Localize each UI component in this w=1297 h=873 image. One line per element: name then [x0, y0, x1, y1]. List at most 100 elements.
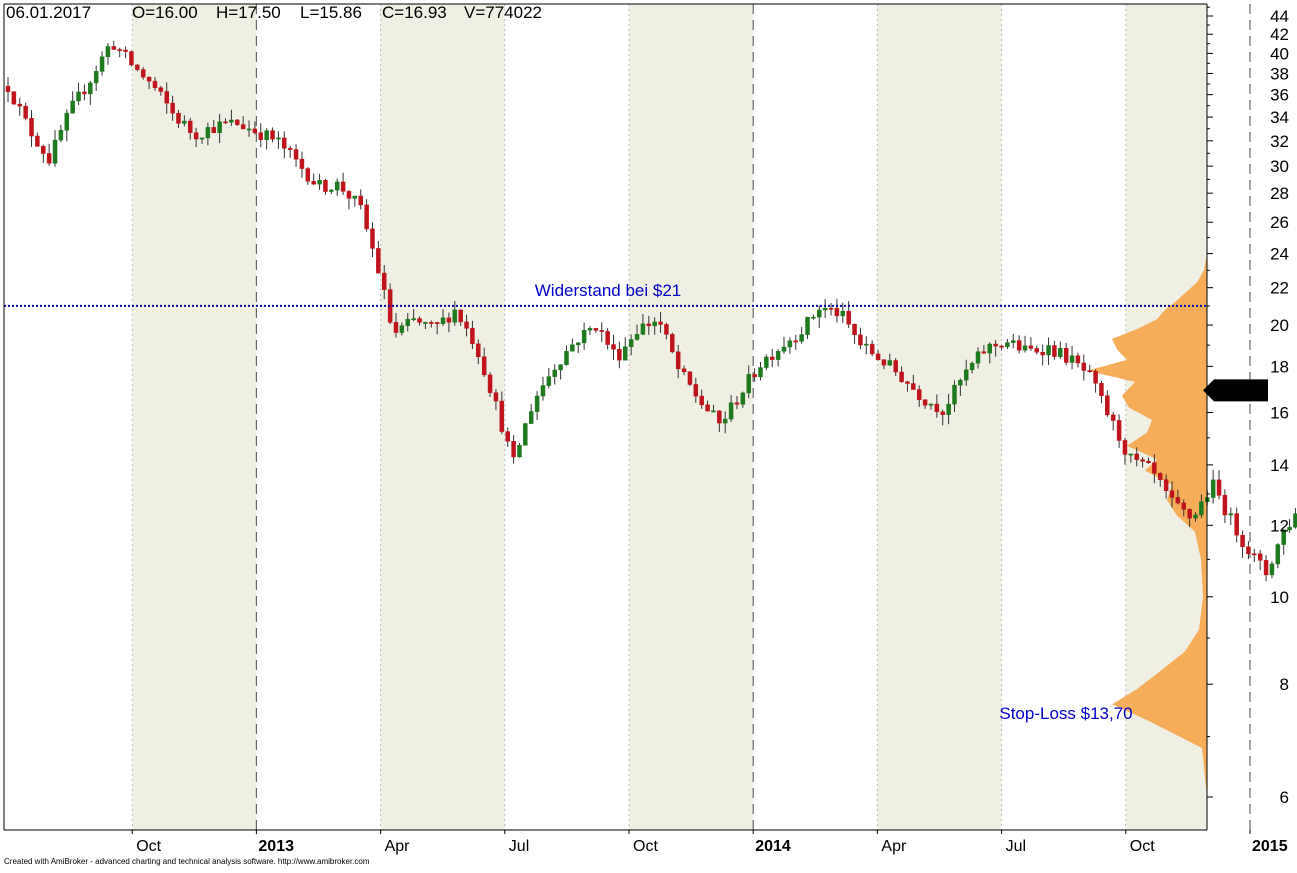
candle: [240, 116, 246, 130]
candle: [217, 113, 222, 144]
candle: [664, 322, 669, 340]
candle-up: [952, 384, 957, 405]
candle-up: [523, 423, 528, 446]
candle-up: [570, 344, 575, 352]
candle-down: [170, 102, 175, 114]
candle: [540, 376, 546, 401]
candle: [1075, 352, 1081, 368]
candle: [164, 82, 169, 114]
candle-down: [1252, 553, 1257, 556]
y-tick-label: 12: [1270, 516, 1289, 535]
candle: [358, 189, 363, 210]
candle: [211, 119, 217, 134]
candle-up: [1046, 345, 1051, 356]
candle: [493, 389, 499, 411]
candle: [881, 359, 887, 370]
candle: [5, 77, 11, 103]
candle-down: [193, 132, 199, 140]
y-tick-label: 36: [1270, 86, 1289, 105]
candle: [775, 349, 781, 367]
candle-down: [911, 383, 916, 390]
candle-up: [963, 369, 969, 381]
candle: [1087, 364, 1092, 374]
candle-up: [76, 91, 81, 102]
candle: [381, 265, 387, 300]
resistance-label: Widerstand bei $21: [535, 281, 681, 300]
candle-down: [1140, 459, 1145, 462]
candle: [840, 302, 846, 323]
candle-up: [317, 179, 322, 185]
candle-down: [123, 49, 128, 52]
candle: [652, 317, 657, 335]
candle-down: [681, 368, 687, 373]
candle: [758, 361, 763, 381]
candle-down: [223, 121, 228, 124]
candle: [899, 366, 904, 383]
candle: [617, 341, 622, 369]
candle-up: [528, 411, 534, 424]
candle: [340, 172, 346, 196]
volume-profile: [1087, 253, 1207, 797]
candle: [875, 350, 881, 361]
candle: [434, 321, 440, 335]
candle: [276, 131, 281, 149]
candle-up: [799, 334, 804, 342]
candle: [1110, 411, 1116, 431]
candle-up: [517, 445, 522, 458]
candle: [1128, 453, 1134, 463]
candle: [893, 357, 898, 376]
candle: [717, 410, 722, 433]
candle-down: [1122, 440, 1128, 455]
candle-down: [29, 118, 34, 137]
candle: [446, 312, 452, 333]
candle: [41, 144, 46, 163]
candle: [805, 316, 810, 339]
candle: [987, 342, 993, 364]
candle-up: [1011, 340, 1016, 343]
candle: [728, 395, 734, 422]
alternating-year-shading: [4, 4, 1207, 830]
candle: [1281, 529, 1286, 555]
candle-up: [70, 100, 75, 114]
candle-down: [1187, 509, 1192, 519]
candle: [123, 46, 128, 59]
candle-up: [52, 139, 58, 164]
last-price-label: 16.93: [1220, 381, 1263, 400]
candle: [1199, 494, 1204, 518]
candle: [852, 323, 857, 345]
candle: [223, 118, 228, 124]
candle: [858, 327, 863, 350]
candle-up: [1287, 526, 1292, 531]
candle: [158, 85, 164, 96]
candle-up: [587, 328, 593, 331]
candle: [711, 404, 716, 413]
header-close: C=16.93: [382, 3, 447, 22]
shade-band: [877, 4, 1002, 830]
candle-up: [205, 127, 211, 139]
candle-up: [88, 82, 93, 95]
candle: [999, 344, 1004, 351]
y-tick-label: 38: [1270, 64, 1289, 83]
x-year-label: 2015: [1252, 838, 1288, 855]
last-price-badge: [1203, 379, 1268, 402]
candle: [746, 365, 751, 399]
candle-up: [840, 310, 846, 317]
candle-up: [105, 46, 111, 57]
candle: [1193, 512, 1198, 522]
candle-down: [905, 381, 910, 384]
candle-down: [1034, 348, 1040, 353]
candle-up: [217, 121, 222, 133]
candle-up: [1128, 453, 1134, 456]
shade-band: [380, 4, 505, 830]
candle: [1140, 457, 1145, 468]
candle: [387, 283, 393, 325]
candle-down: [176, 112, 181, 124]
candle-down: [1263, 560, 1269, 576]
candle: [764, 354, 769, 371]
candle: [429, 320, 434, 328]
candle: [299, 151, 305, 178]
y-tick-label: 24: [1270, 245, 1289, 264]
candle-down: [311, 180, 316, 185]
y-tick-label: 20: [1270, 316, 1289, 335]
